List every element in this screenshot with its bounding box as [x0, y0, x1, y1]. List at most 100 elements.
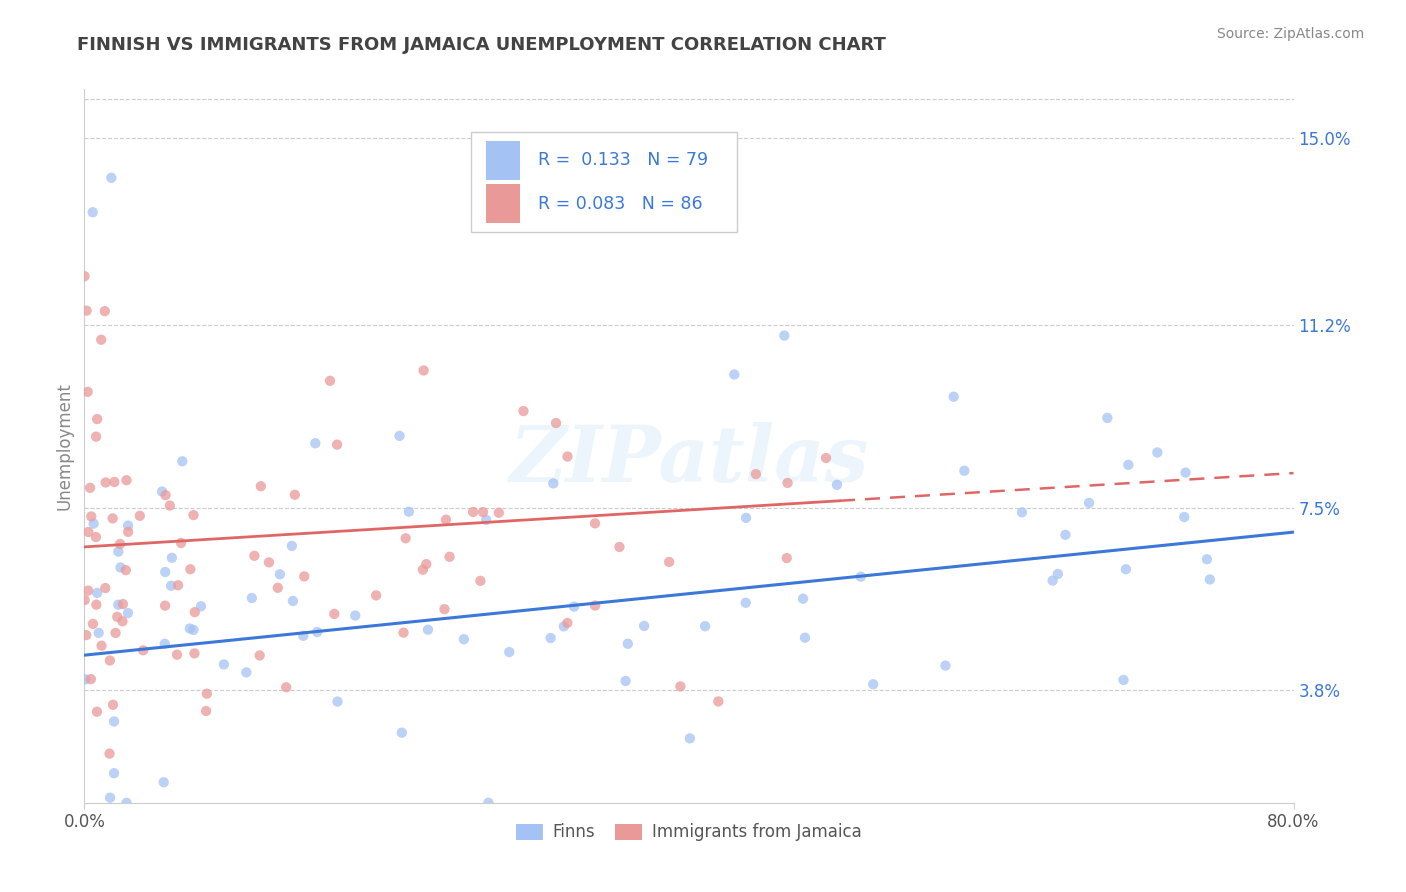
Y-axis label: Unemployment: Unemployment: [55, 382, 73, 510]
Point: [117, 518, 139, 533]
Point: [1011, 505, 1033, 519]
Point: [734, 596, 756, 610]
Point: [388, 429, 411, 443]
Point: [323, 607, 346, 621]
Point: [153, 599, 176, 613]
Point: [366, 588, 388, 602]
Point: [723, 368, 745, 382]
Point: [77, 583, 100, 598]
Point: [160, 550, 183, 565]
Point: [512, 404, 534, 418]
Point: [1198, 573, 1220, 587]
Point: [794, 631, 817, 645]
Point: [326, 695, 349, 709]
Point: [115, 563, 138, 577]
Point: [934, 658, 956, 673]
Point: [453, 632, 475, 647]
Point: [735, 511, 758, 525]
Point: [108, 537, 131, 551]
Point: [557, 450, 579, 464]
Point: [1195, 552, 1218, 566]
Point: [101, 698, 124, 712]
Point: [815, 450, 838, 465]
Point: [583, 516, 606, 531]
Point: [179, 562, 201, 576]
Point: [269, 567, 291, 582]
Point: [183, 646, 205, 660]
Point: [1042, 574, 1064, 588]
Point: [86, 586, 108, 600]
Point: [82, 205, 104, 219]
Point: [90, 333, 112, 347]
Point: [80, 509, 103, 524]
Point: [250, 479, 273, 493]
Point: [184, 605, 207, 619]
Point: [111, 597, 134, 611]
Point: [707, 694, 730, 708]
Point: [240, 591, 263, 605]
Point: [695, 619, 717, 633]
Text: R = 0.083   N = 86: R = 0.083 N = 86: [538, 194, 703, 212]
Point: [344, 608, 367, 623]
Point: [475, 513, 498, 527]
Point: [292, 629, 315, 643]
Legend: Finns, Immigrants from Jamaica: Finns, Immigrants from Jamaica: [509, 817, 869, 848]
Point: [434, 513, 457, 527]
Point: [257, 555, 280, 569]
Point: [276, 680, 298, 694]
Point: [98, 790, 121, 805]
Point: [472, 505, 495, 519]
Point: [107, 598, 129, 612]
Point: [776, 475, 799, 490]
Point: [562, 599, 585, 614]
Point: [633, 619, 655, 633]
Point: [1118, 458, 1140, 472]
Point: [94, 475, 117, 490]
Point: [79, 481, 101, 495]
Point: [319, 374, 342, 388]
Point: [83, 516, 105, 531]
Point: [1054, 528, 1077, 542]
Point: [87, 626, 110, 640]
Text: Source: ZipAtlas.com: Source: ZipAtlas.com: [1216, 27, 1364, 41]
Point: [583, 599, 606, 613]
Point: [115, 796, 138, 810]
Text: R =  0.133   N = 79: R = 0.133 N = 79: [538, 152, 707, 169]
Point: [862, 677, 884, 691]
FancyBboxPatch shape: [486, 141, 520, 180]
Point: [776, 551, 799, 566]
Point: [73, 593, 96, 607]
Point: [1046, 566, 1069, 581]
Point: [1115, 562, 1137, 576]
Point: [658, 555, 681, 569]
Point: [463, 505, 485, 519]
Point: [249, 648, 271, 663]
Point: [94, 581, 117, 595]
Point: [395, 531, 418, 545]
Point: [183, 623, 205, 637]
Point: [825, 478, 848, 492]
Point: [1146, 445, 1168, 459]
Point: [167, 578, 190, 592]
Point: [117, 524, 139, 539]
Point: [281, 594, 304, 608]
Point: [94, 304, 117, 318]
Point: [179, 622, 201, 636]
Point: [76, 384, 98, 399]
Point: [540, 631, 562, 645]
Point: [159, 499, 181, 513]
Point: [557, 615, 579, 630]
Text: ZIPatlas: ZIPatlas: [509, 422, 869, 499]
Point: [669, 680, 692, 694]
Point: [849, 569, 872, 583]
Point: [160, 579, 183, 593]
Point: [415, 557, 437, 571]
Point: [617, 637, 640, 651]
Point: [76, 303, 98, 318]
Text: FINNISH VS IMMIGRANTS FROM JAMAICA UNEMPLOYMENT CORRELATION CHART: FINNISH VS IMMIGRANTS FROM JAMAICA UNEMP…: [77, 36, 886, 54]
Point: [412, 363, 434, 377]
Point: [80, 672, 103, 686]
Point: [1097, 411, 1119, 425]
Point: [488, 506, 510, 520]
Point: [98, 747, 121, 761]
